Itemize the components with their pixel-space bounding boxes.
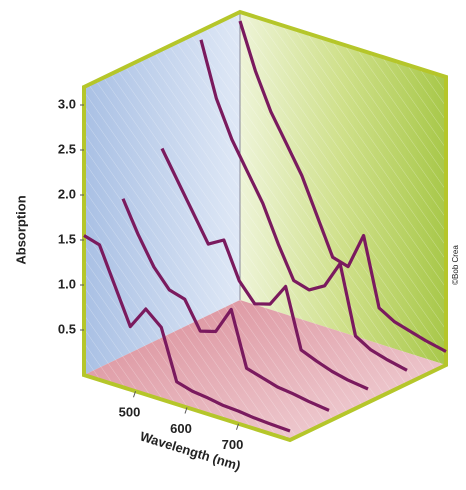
x-tick-label: 600 xyxy=(170,421,192,436)
chart: Absorption Wavelength (nm) ©Bob Crea 0.5… xyxy=(0,0,466,490)
box xyxy=(84,12,446,440)
y-tick-label: 3.0 xyxy=(58,96,76,111)
hatch xyxy=(84,12,446,440)
y-axis-label: Absorption xyxy=(13,195,28,264)
x-tick-label: 500 xyxy=(119,405,141,420)
y-tick-label: 1.5 xyxy=(58,231,76,246)
y-tick-label: 1.0 xyxy=(58,276,76,291)
y-tick-label: 0.5 xyxy=(58,321,76,336)
x-tick-label: 700 xyxy=(222,437,244,452)
credit: ©Bob Crea xyxy=(451,245,460,285)
y-tick-label: 2.5 xyxy=(58,141,76,156)
y-tick-label: 2.0 xyxy=(58,186,76,201)
